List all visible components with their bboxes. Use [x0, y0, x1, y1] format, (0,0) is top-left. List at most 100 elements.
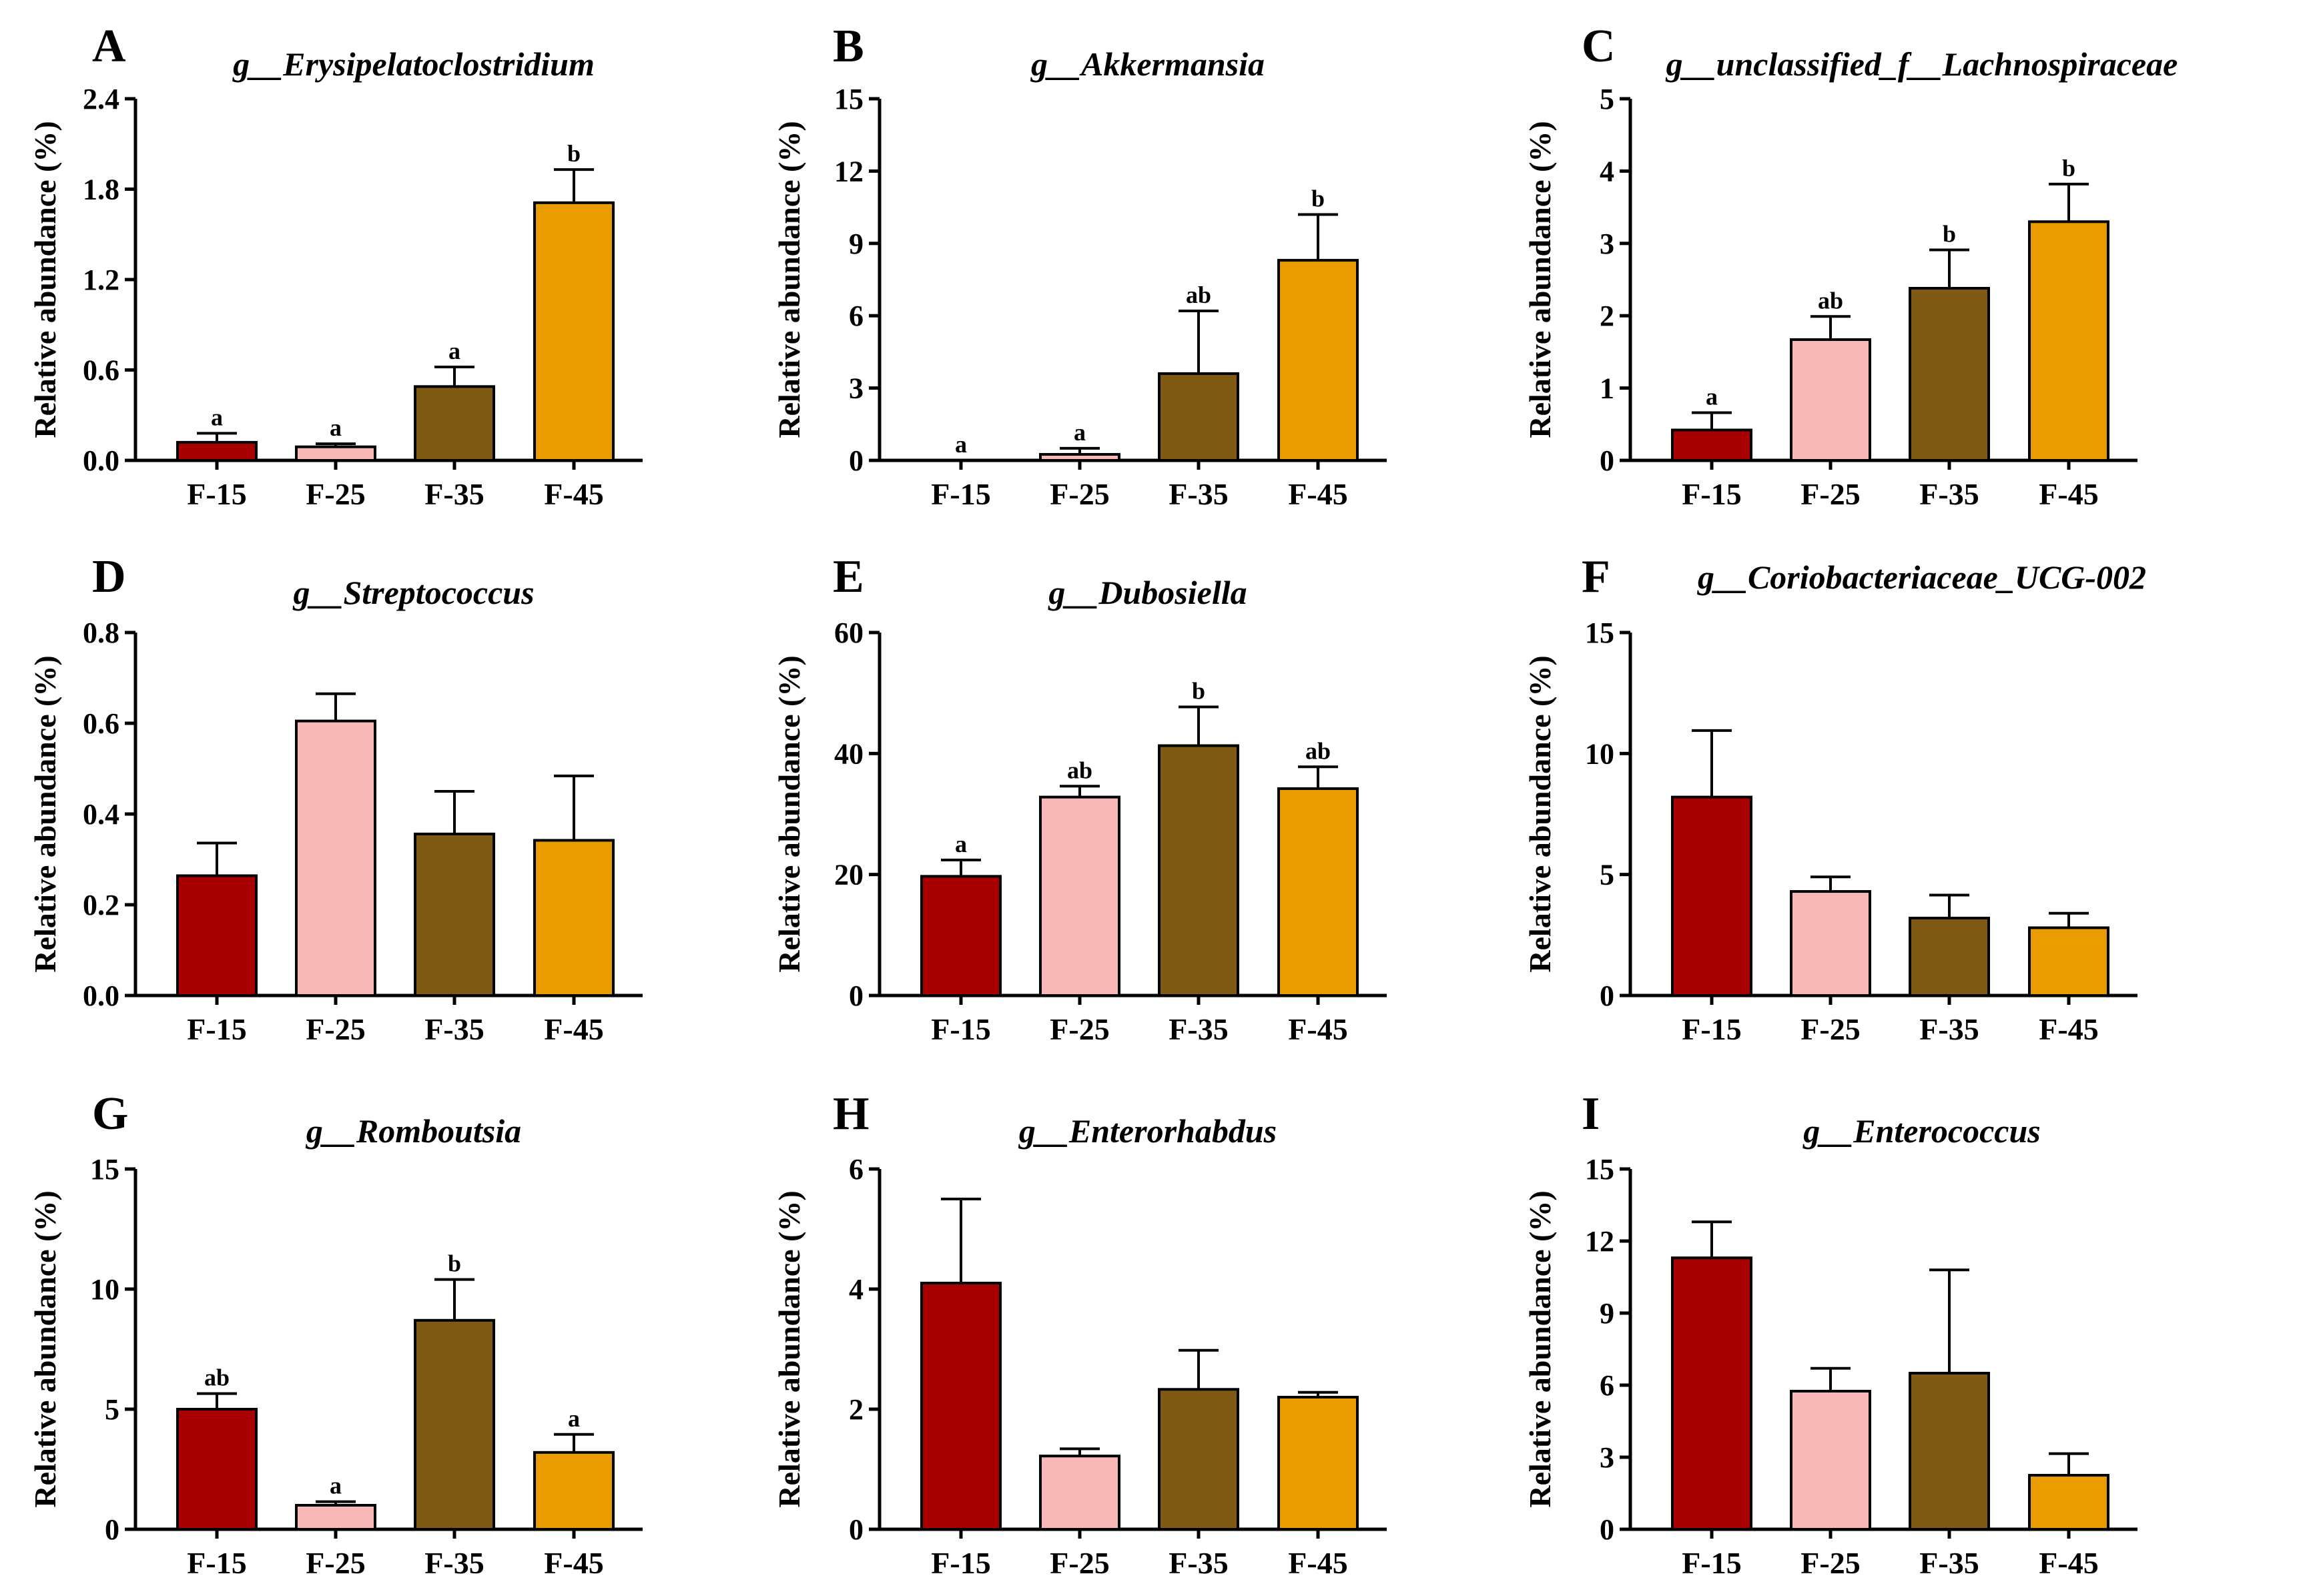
significance-label: ab	[1067, 757, 1092, 783]
y-tick-label: 4	[1600, 155, 1614, 187]
y-tick-label: 0.4	[83, 798, 119, 831]
bar-f-45	[533, 1451, 615, 1531]
y-tick-label: 3	[849, 372, 864, 405]
y-tick-label: 15	[834, 83, 864, 115]
x-tick-label: F-25	[1050, 477, 1109, 511]
x-tick-label: F-25	[306, 1012, 365, 1046]
bar-f-25	[295, 445, 376, 462]
x-tick-label: F-15	[187, 1546, 246, 1580]
bar-f-35	[1909, 287, 1990, 462]
y-tick-label: 0.0	[83, 444, 119, 477]
bar-f-35	[1158, 372, 1239, 462]
y-tick-label: 5	[1600, 83, 1614, 115]
x-tick-label: F-35	[1169, 477, 1228, 511]
bar-f-35	[1909, 1372, 1990, 1531]
bar-f-45	[1277, 259, 1359, 462]
bar-f-25	[1790, 1390, 1871, 1531]
y-tick-label: 1.2	[83, 264, 119, 296]
y-tick-label: 12	[834, 155, 864, 187]
significance-label: a	[955, 431, 967, 458]
x-tick-label: F-35	[1169, 1546, 1228, 1580]
bar-f-15	[1671, 795, 1752, 997]
bar-f-45	[2028, 220, 2109, 462]
y-axis-label: Relative abundance (%)	[772, 655, 806, 972]
significance-label: a	[568, 1405, 580, 1432]
significance-label: a	[211, 404, 223, 430]
x-tick-label: F-25	[1050, 1546, 1109, 1580]
y-tick-label: 4	[849, 1273, 864, 1306]
y-tick-label: 6	[849, 1153, 864, 1186]
bar-f-15	[176, 874, 258, 997]
y-tick-label: 3	[1600, 228, 1614, 260]
x-tick-label: F-25	[1800, 477, 1860, 511]
chart-title: g__Coriobacteriaceae_UCG-002	[1697, 558, 2146, 596]
x-tick-label: F-35	[1919, 1546, 1979, 1580]
x-tick-label: F-45	[2039, 1012, 2098, 1046]
chart-title: g__Erysipelatoclostridium	[232, 45, 595, 83]
y-tick-label: 12	[1585, 1225, 1614, 1258]
x-tick-label: F-25	[1050, 1012, 1109, 1046]
x-tick-label: F-15	[1682, 1546, 1741, 1580]
bar-f-25	[1039, 452, 1120, 462]
significance-label: b	[448, 1250, 461, 1277]
y-axis-label: Relative abundance (%)	[1523, 121, 1557, 438]
chart-title: g__Streptococcus	[292, 574, 534, 611]
y-axis-label: Relative abundance (%)	[28, 1190, 62, 1507]
bar-f-45	[2028, 926, 2109, 998]
x-tick-label: F-35	[1919, 1012, 1979, 1046]
significance-label: a	[955, 831, 967, 857]
bar-f-25	[295, 719, 376, 997]
significance-label: b	[1192, 678, 1205, 705]
x-tick-label: F-45	[1288, 1546, 1347, 1580]
x-tick-label: F-35	[1919, 477, 1979, 511]
chart-title: g__Enterorhabdus	[1018, 1112, 1277, 1150]
panel-letter: A	[92, 21, 126, 72]
bar-f-45	[1277, 787, 1359, 998]
y-tick-label: 2	[849, 1393, 864, 1426]
panel-letter: D	[92, 551, 126, 603]
significance-label: b	[1943, 221, 1956, 248]
y-tick-label: 5	[1600, 859, 1614, 891]
panel-letter: G	[92, 1088, 128, 1140]
significance-label: ab	[1305, 737, 1331, 764]
y-tick-label: 10	[1585, 737, 1614, 770]
x-tick-label: F-15	[1682, 1012, 1741, 1046]
bar-f-15	[920, 875, 1002, 998]
significance-label: a	[330, 414, 342, 441]
y-tick-label: 6	[849, 300, 864, 332]
x-tick-label: F-25	[1800, 1012, 1860, 1046]
y-tick-label: 0	[1600, 444, 1614, 477]
x-tick-label: F-35	[424, 1012, 484, 1046]
significance-label: b	[1311, 185, 1325, 212]
bar-f-35	[1158, 1388, 1239, 1531]
y-tick-label: 0	[1600, 1513, 1614, 1546]
y-tick-label: 6	[1600, 1369, 1614, 1402]
bar-f-15	[1671, 428, 1752, 462]
x-tick-label: F-15	[187, 1012, 246, 1046]
chart-title: g__unclassified_f__Lachnospiraceae	[1666, 45, 2178, 83]
y-tick-label: 1	[1600, 372, 1614, 405]
y-tick-label: 15	[1585, 1153, 1614, 1186]
x-tick-label: F-15	[1682, 477, 1741, 511]
x-tick-label: F-35	[424, 1546, 484, 1580]
bar-f-15	[176, 440, 258, 462]
chart-title: g__Dubosiella	[1048, 574, 1247, 611]
bar-f-45	[2028, 1474, 2109, 1531]
bar-f-35	[414, 1318, 495, 1531]
y-tick-label: 0	[1600, 979, 1614, 1012]
significance-label: a	[1074, 419, 1086, 446]
significance-label: a	[448, 338, 460, 364]
y-tick-label: 0	[849, 444, 864, 477]
chart-title: g__Romboutsia	[306, 1112, 521, 1150]
significance-label: ab	[1818, 287, 1843, 314]
x-tick-label: F-25	[306, 477, 365, 511]
y-axis-label: Relative abundance (%)	[28, 121, 62, 438]
significance-label: a	[1706, 383, 1718, 410]
x-tick-label: F-45	[544, 1546, 603, 1580]
bar-f-35	[1158, 744, 1239, 997]
y-axis-label: Relative abundance (%)	[1523, 655, 1557, 972]
